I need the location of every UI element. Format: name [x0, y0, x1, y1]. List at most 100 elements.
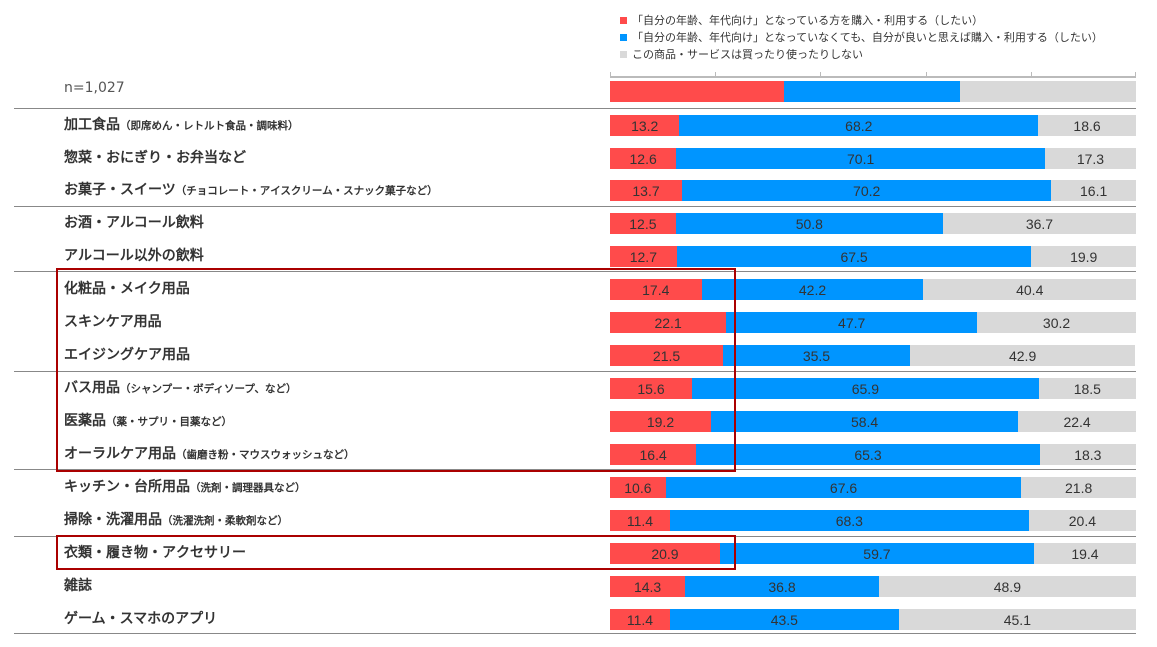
stacked-bar: 12.5 50.8 36.7 [610, 213, 1136, 234]
bar-segment-2: 21.8 [1021, 477, 1136, 498]
stacked-bar: 13.2 68.2 18.6 [610, 115, 1136, 136]
bar-segment-2: 22.4 [1018, 411, 1136, 432]
data-label: 30.2 [1042, 314, 1071, 331]
category-label: 雑誌 [64, 575, 92, 597]
highlight-box [56, 268, 736, 472]
data-label: 47.7 [838, 314, 866, 331]
data-label: 59.7 [863, 545, 891, 562]
data-label: 16.1 [1080, 182, 1108, 199]
chart-row: 医薬品（薬・サプリ・目薬など） 19.2 58.4 22.4 [0, 410, 1157, 432]
bar-segment-1: 65.9 [692, 378, 1039, 399]
data-label: 70.2 [853, 182, 881, 199]
category-name: アルコール以外の飲料 [64, 248, 204, 264]
data-label: 58.4 [850, 413, 879, 430]
bar-segment-2: 16.1 [1051, 180, 1136, 201]
category-note: （歯磨き粉・マウスウォッシュなど） [176, 449, 355, 461]
chart-row: 雑誌 14.3 36.8 48.9 [0, 575, 1157, 597]
bar-segment-2: 17.3 [1044, 148, 1136, 169]
data-label: 36.8 [768, 578, 796, 595]
bar-segment-1: 50.8 [675, 213, 943, 234]
bar-segment-2: 36.7 [942, 213, 1136, 234]
category-note: （薬・サプリ・目薬など） [106, 416, 232, 428]
stacked-bar: 17.4 42.2 40.4 [610, 279, 1136, 300]
stacked-bar: 22.1 47.7 30.2 [610, 312, 1136, 333]
bar-segment-2: 18.5 [1038, 378, 1136, 399]
chart-row: 化粧品・メイク用品 17.4 42.2 40.4 [0, 278, 1157, 300]
category-label: エイジングケア用品 [64, 344, 190, 366]
bar-segment-1: 68.3 [669, 510, 1029, 531]
category-name: 惣菜・おにぎり・お弁当など [64, 150, 246, 166]
bar-segment-0: 19.2 [610, 411, 711, 432]
axis-tick [715, 72, 717, 76]
legend-label: 「自分の年齢、年代向け」となっている方を購入・利用する（したい） [632, 14, 984, 27]
stacked-bar: 15.6 65.9 18.5 [610, 378, 1136, 399]
bar-segment-1: 67.5 [676, 246, 1032, 267]
chart-row: キッチン・台所用品（洗剤・調理器具など） 10.6 67.6 21.8 [0, 476, 1157, 498]
data-label: 65.9 [851, 380, 879, 397]
bar-segment-2: 30.2 [977, 312, 1136, 333]
category-label: 化粧品・メイク用品 [64, 278, 190, 300]
data-label: 18.3 [1074, 446, 1102, 463]
data-label: 12.6 [629, 150, 657, 167]
category-name: スキンケア用品 [64, 314, 162, 330]
axis-tick [820, 72, 822, 76]
chart-row: お菓子・スイーツ（チョコレート・アイスクリーム・スナック菓子など） 13.7 70.… [0, 179, 1157, 201]
bar-segment-0: 11.4 [610, 510, 670, 531]
data-label: 20.4 [1068, 512, 1097, 529]
stacked-bar: 10.6 67.6 21.8 [610, 477, 1136, 498]
legend-label: 「自分の年齢、年代向け」となっていなくても、自分が良いと思えば購入・利用する（し… [632, 31, 1103, 44]
bar-segment-1: 59.7 [719, 543, 1034, 564]
bar-segment-1: 42.2 [701, 279, 924, 300]
data-label: 19.2 [646, 413, 675, 430]
bar-segment-0: 12.6 [610, 148, 677, 169]
legend-sample-bar [610, 81, 1136, 102]
category-label: お酒・アルコール飲料 [64, 212, 204, 234]
data-label: 22.4 [1063, 413, 1091, 430]
data-label: 45.1 [1003, 611, 1031, 628]
data-label: 15.6 [637, 380, 665, 397]
chart-row: エイジングケア用品 21.5 35.5 42.9 [0, 344, 1157, 366]
stacked-bar: 13.7 70.2 16.1 [610, 180, 1136, 201]
chart-legend: 「自分の年齢、年代向け」となっている方を購入・利用する（したい） 「自分の年齢、年… [620, 12, 1103, 63]
bar-segment-0: 14.3 [610, 576, 686, 597]
group-divider [14, 371, 1136, 372]
category-note: （シャンプー・ボディソープ、など） [120, 383, 297, 395]
bar-segment-1: 68.2 [679, 115, 1039, 136]
category-name: ゲーム・スマホのアプリ [64, 611, 218, 627]
legend-item: この商品・サービスは買ったり使ったりしない [620, 46, 1103, 63]
category-name: オーラルケア用品 [64, 446, 176, 462]
category-note: （即席めん・レトルト食品・調味料） [120, 120, 299, 132]
data-label: 48.9 [993, 578, 1021, 595]
data-label: 42.9 [1008, 347, 1037, 364]
bar-segment-0: 20.9 [610, 543, 720, 564]
chart-row: オーラルケア用品（歯磨き粉・マウスウォッシュなど） 16.4 65.3 18.3 [0, 443, 1157, 465]
bar-segment-2: 42.9 [909, 345, 1136, 366]
bar-segment-1: 36.8 [685, 576, 879, 597]
chart-row: 衣類・履き物・アクセサリー 20.9 59.7 19.4 [0, 542, 1157, 564]
bar-segment-1: 70.2 [682, 180, 1052, 201]
bar-segment-1: 35.5 [723, 345, 910, 366]
data-label: 43.5 [770, 611, 798, 628]
category-name: 加工食品 [64, 117, 120, 133]
bar-segment-1: 67.6 [665, 477, 1022, 498]
sample-segment-blue [783, 81, 960, 102]
data-label: 50.8 [795, 215, 823, 232]
category-name: 掃除・洗濯用品 [64, 512, 162, 528]
sample-segment-gray [959, 81, 1136, 102]
data-label: 70.1 [847, 150, 875, 167]
bar-segment-2: 40.4 [923, 279, 1136, 300]
bar-segment-2: 48.9 [878, 576, 1136, 597]
data-label: 10.6 [624, 479, 652, 496]
group-divider [14, 633, 1136, 634]
sample-segment-red [610, 81, 784, 102]
group-divider [14, 206, 1136, 207]
data-label: 11.4 [626, 512, 654, 529]
x-axis [610, 72, 1136, 78]
stacked-bar: 16.4 65.3 18.3 [610, 444, 1136, 465]
stacked-bar: 19.2 58.4 22.4 [610, 411, 1136, 432]
category-label: 加工食品（即席めん・レトルト食品・調味料） [64, 114, 299, 137]
category-label: 衣類・履き物・アクセサリー [64, 542, 246, 564]
category-label: オーラルケア用品（歯磨き粉・マウスウォッシュなど） [64, 443, 355, 466]
bar-segment-0: 10.6 [610, 477, 666, 498]
data-label: 14.3 [633, 578, 662, 595]
